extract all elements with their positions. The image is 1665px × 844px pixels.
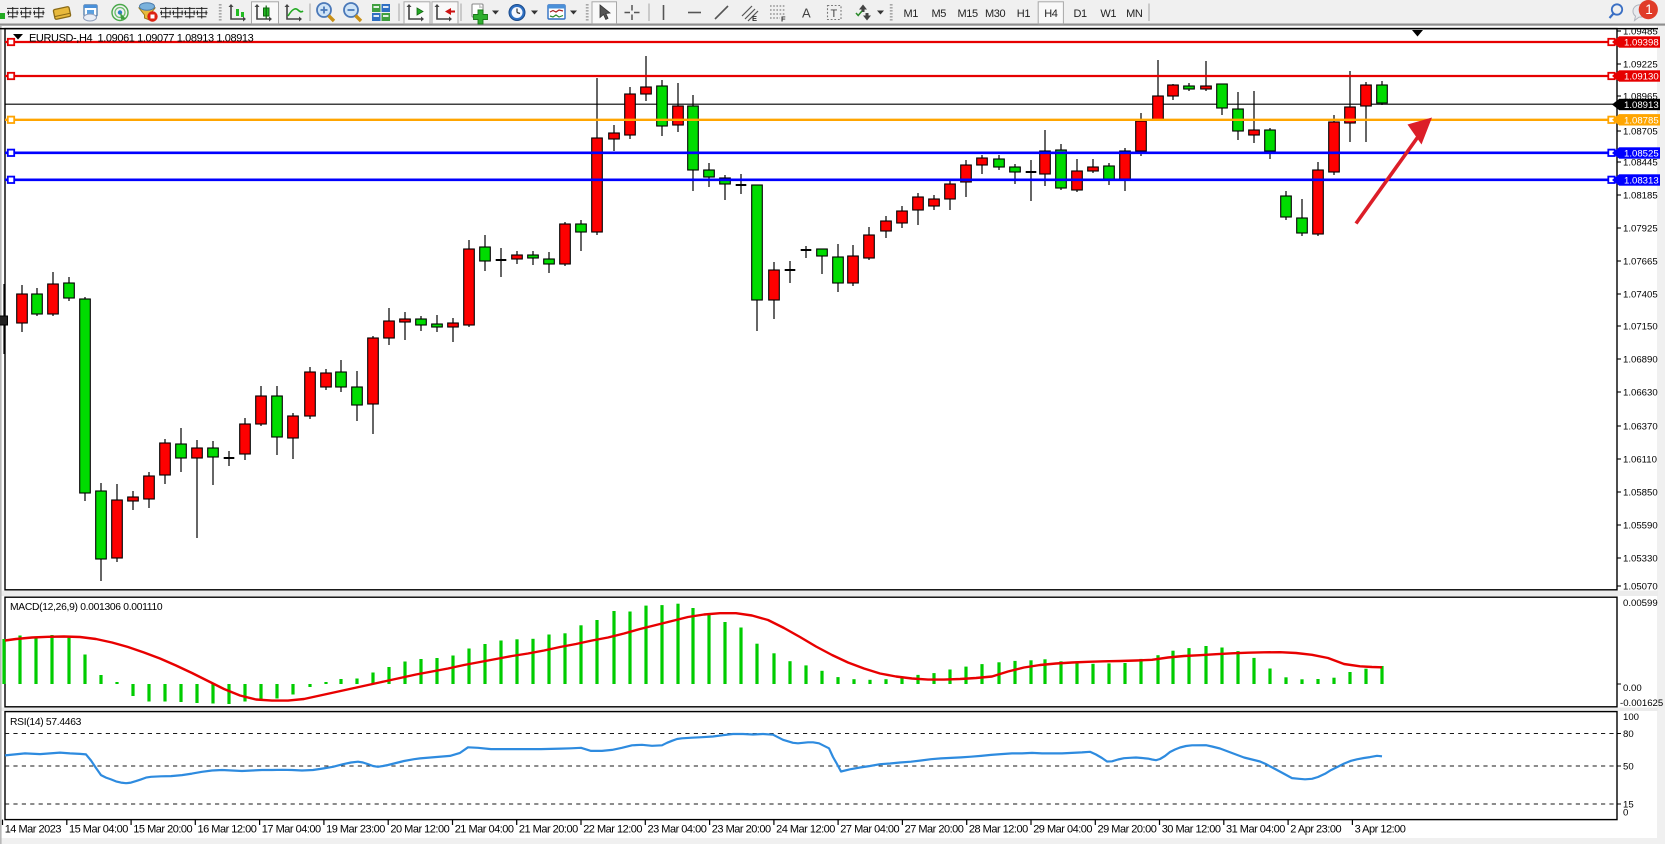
svg-text:1.07665: 1.07665 — [1623, 256, 1658, 267]
svg-text:14 Mar 2023: 14 Mar 2023 — [5, 824, 62, 836]
svg-text:1.09225: 1.09225 — [1623, 59, 1658, 70]
svg-text:100: 100 — [1623, 712, 1639, 723]
svg-text:1.05330: 1.05330 — [1623, 553, 1658, 564]
svg-text:M30: M30 — [985, 8, 1005, 20]
svg-text:27 Mar 04:00: 27 Mar 04:00 — [840, 824, 899, 836]
svg-text:F: F — [781, 15, 786, 24]
svg-text:1.09130: 1.09130 — [1624, 72, 1659, 83]
svg-text:1.08445: 1.08445 — [1623, 157, 1658, 168]
svg-text:MACD(12,26,9) 0.001306 0.00111: MACD(12,26,9) 0.001306 0.001110 — [10, 602, 163, 613]
svg-text:1.08313: 1.08313 — [1624, 176, 1659, 187]
svg-text:RSI(14) 57.4463: RSI(14) 57.4463 — [10, 717, 82, 728]
svg-text:1.06630: 1.06630 — [1623, 387, 1658, 398]
svg-text:21 Mar 20:00: 21 Mar 20:00 — [519, 824, 578, 836]
svg-text:0.00: 0.00 — [1623, 683, 1642, 694]
svg-text:1.06110: 1.06110 — [1623, 454, 1657, 465]
svg-text:3 Apr 12:00: 3 Apr 12:00 — [1355, 824, 1406, 836]
svg-text:21 Mar 04:00: 21 Mar 04:00 — [455, 824, 514, 836]
svg-text:D1: D1 — [1074, 8, 1088, 20]
svg-text:0.00599: 0.00599 — [1623, 598, 1658, 609]
svg-text:H1: H1 — [1017, 8, 1031, 20]
svg-text:MN: MN — [1126, 8, 1143, 20]
svg-text:24 Mar 12:00: 24 Mar 12:00 — [776, 824, 835, 836]
svg-text:1.08185: 1.08185 — [1623, 190, 1658, 201]
svg-text:1.05070: 1.05070 — [1623, 581, 1658, 592]
svg-text:1.06370: 1.06370 — [1623, 421, 1658, 432]
svg-text:2 Apr 23:00: 2 Apr 23:00 — [1290, 824, 1341, 836]
svg-text:0: 0 — [1623, 808, 1628, 819]
svg-text:1.09398: 1.09398 — [1624, 38, 1659, 49]
svg-text:1.06890: 1.06890 — [1623, 354, 1658, 365]
svg-text:15 Mar 20:00: 15 Mar 20:00 — [133, 824, 192, 836]
svg-text:EURUSD-,H4 1.09061 1.09077 1.: EURUSD-,H4 1.09061 1.09077 1.08913 1.089… — [29, 33, 254, 45]
svg-text:30 Mar 12:00: 30 Mar 12:00 — [1162, 824, 1221, 836]
svg-text:1: 1 — [1645, 2, 1653, 17]
svg-text:1.07925: 1.07925 — [1623, 223, 1658, 234]
svg-text:1.09485: 1.09485 — [1623, 26, 1658, 37]
svg-text:1.05850: 1.05850 — [1623, 487, 1658, 498]
svg-text:1.07150: 1.07150 — [1623, 321, 1658, 332]
svg-text:28 Mar 12:00: 28 Mar 12:00 — [969, 824, 1028, 836]
svg-text:-0.001625: -0.001625 — [1620, 698, 1663, 709]
svg-text:W1: W1 — [1100, 8, 1116, 20]
svg-text:31 Mar 04:00: 31 Mar 04:00 — [1226, 824, 1285, 836]
svg-text:A: A — [802, 6, 811, 21]
svg-text:15 Mar 04:00: 15 Mar 04:00 — [69, 824, 128, 836]
svg-text:15: 15 — [1623, 800, 1634, 811]
svg-text:H4: H4 — [1044, 8, 1058, 20]
svg-text:E: E — [752, 14, 757, 23]
svg-text:17 Mar 04:00: 17 Mar 04:00 — [262, 824, 321, 836]
svg-text:22 Mar 12:00: 22 Mar 12:00 — [583, 824, 642, 836]
svg-text:29 Mar 20:00: 29 Mar 20:00 — [1098, 824, 1157, 836]
svg-text:80: 80 — [1623, 729, 1634, 740]
svg-text:23 Mar 20:00: 23 Mar 20:00 — [712, 824, 771, 836]
svg-text:1.08913: 1.08913 — [1624, 100, 1659, 111]
svg-text:50: 50 — [1623, 762, 1634, 773]
svg-text:1.08525: 1.08525 — [1624, 149, 1659, 160]
svg-text:1.07405: 1.07405 — [1623, 289, 1658, 300]
svg-text:1.08705: 1.08705 — [1623, 126, 1658, 137]
svg-text:1.05590: 1.05590 — [1623, 520, 1658, 531]
svg-text:27 Mar 20:00: 27 Mar 20:00 — [905, 824, 964, 836]
svg-text:23 Mar 04:00: 23 Mar 04:00 — [648, 824, 707, 836]
svg-text:M5: M5 — [932, 8, 947, 20]
svg-text:29 Mar 04:00: 29 Mar 04:00 — [1033, 824, 1092, 836]
svg-text:T: T — [831, 8, 838, 20]
svg-text:1.08965: 1.08965 — [1623, 91, 1658, 102]
svg-text:19 Mar 23:00: 19 Mar 23:00 — [326, 824, 385, 836]
svg-text:20 Mar 12:00: 20 Mar 12:00 — [390, 824, 449, 836]
svg-text:16 Mar 12:00: 16 Mar 12:00 — [198, 824, 257, 836]
svg-text:M15: M15 — [958, 8, 978, 20]
svg-text:1.08785: 1.08785 — [1624, 115, 1659, 126]
svg-text:M1: M1 — [904, 8, 919, 20]
